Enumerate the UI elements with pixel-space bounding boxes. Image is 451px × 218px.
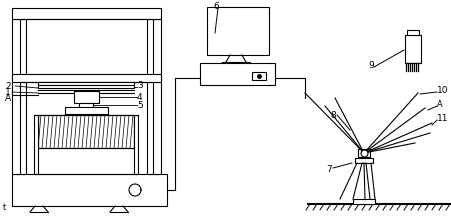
Bar [74,91,99,103]
Bar [252,72,265,80]
Bar [38,115,133,148]
Bar [65,107,108,114]
Bar [12,174,166,206]
Text: 3: 3 [137,80,143,90]
Text: 6: 6 [212,2,218,10]
Bar [12,74,161,82]
Bar [404,35,420,63]
Text: 1: 1 [5,87,11,97]
Bar [38,82,133,88]
Text: 10: 10 [436,85,447,94]
Text: 7: 7 [325,165,331,174]
Bar [357,149,369,157]
Text: 8: 8 [329,111,335,119]
Bar [212,10,263,50]
Bar [34,115,38,174]
Text: A: A [5,94,11,102]
Bar [12,8,161,19]
Bar [207,7,268,55]
Bar [147,19,161,174]
Text: 4: 4 [137,92,143,102]
Bar [12,19,26,174]
Bar [354,158,372,163]
Bar [406,30,418,35]
Text: 2: 2 [5,82,11,90]
Bar [38,115,133,148]
Text: 9: 9 [367,61,373,70]
Text: 11: 11 [436,114,447,123]
Text: 5: 5 [137,100,143,109]
Bar [199,63,274,85]
Bar [352,199,374,204]
Text: t: t [3,203,6,212]
Bar [133,115,138,174]
Text: A: A [436,99,442,109]
Bar [79,103,93,108]
